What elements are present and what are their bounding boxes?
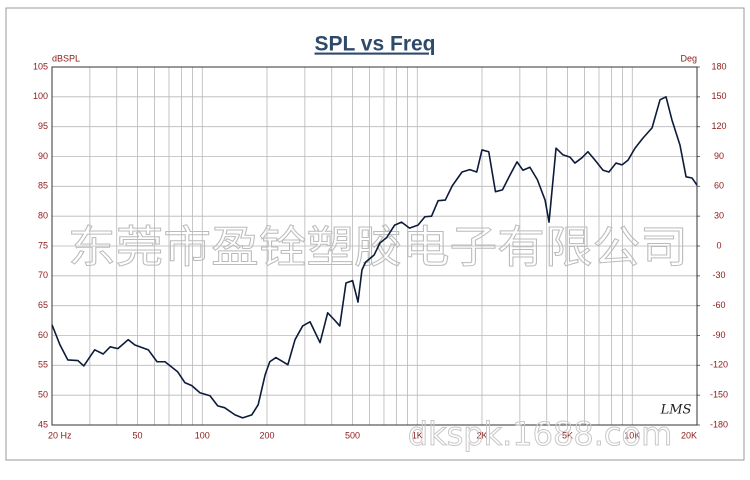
y2-tick-label: -150 bbox=[710, 390, 728, 400]
watermark: dkspk.1688.com bbox=[408, 415, 672, 453]
y2-tick-label: -180 bbox=[710, 419, 728, 429]
y2-tick-label: 180 bbox=[711, 61, 726, 71]
x-tick-label: 5K bbox=[562, 430, 573, 440]
y-tick-label: 100 bbox=[33, 91, 48, 101]
y-tick-label: 50 bbox=[38, 390, 48, 400]
y2-tick-label: 90 bbox=[714, 151, 724, 161]
y-tick-label: 75 bbox=[38, 240, 48, 250]
y-axis-label: dBSPL bbox=[52, 53, 80, 63]
y-tick-label: 95 bbox=[38, 121, 48, 131]
y-tick-label: 80 bbox=[38, 211, 48, 221]
y-tick-label: 55 bbox=[38, 360, 48, 370]
y2-tick-label: -30 bbox=[712, 270, 725, 280]
x-tick-label: 100 bbox=[195, 430, 210, 440]
y2-tick-label: 0 bbox=[716, 240, 721, 250]
y2-tick-label: 150 bbox=[711, 91, 726, 101]
y2-tick-label: 30 bbox=[714, 211, 724, 221]
annotation: LMS bbox=[660, 403, 692, 418]
plot-frame bbox=[51, 66, 698, 426]
x-tick-label: 2K bbox=[476, 430, 487, 440]
y2-tick-label: -90 bbox=[712, 330, 725, 340]
y-tick-label: 105 bbox=[33, 61, 48, 71]
x-tick-label: 1K bbox=[412, 430, 423, 440]
x-tick-label: 50 bbox=[133, 430, 143, 440]
y-tick-label: 90 bbox=[38, 151, 48, 161]
y2-tick-label: 120 bbox=[711, 121, 726, 131]
y2-tick-label: 60 bbox=[714, 181, 724, 191]
x-tick-label: 20 Hz bbox=[48, 430, 72, 440]
y2-tick-label: -120 bbox=[710, 360, 728, 370]
y-tick-label: 45 bbox=[38, 419, 48, 429]
chart-title: SPL vs Freq bbox=[315, 33, 436, 56]
y-tick-label: 60 bbox=[38, 330, 48, 340]
y-tick-label: 65 bbox=[38, 300, 48, 310]
y-tick-label: 70 bbox=[38, 270, 48, 280]
spl-line bbox=[51, 96, 698, 419]
x-tick-label: 200 bbox=[259, 430, 274, 440]
y-tick-label: 85 bbox=[38, 181, 48, 191]
x-tick-label: 10K bbox=[624, 430, 640, 440]
y2-axis-label: Deg bbox=[680, 53, 697, 63]
x-tick-label: 500 bbox=[345, 430, 360, 440]
y2-tick-label: -60 bbox=[712, 300, 725, 310]
x-tick-label: 20K bbox=[681, 430, 697, 440]
